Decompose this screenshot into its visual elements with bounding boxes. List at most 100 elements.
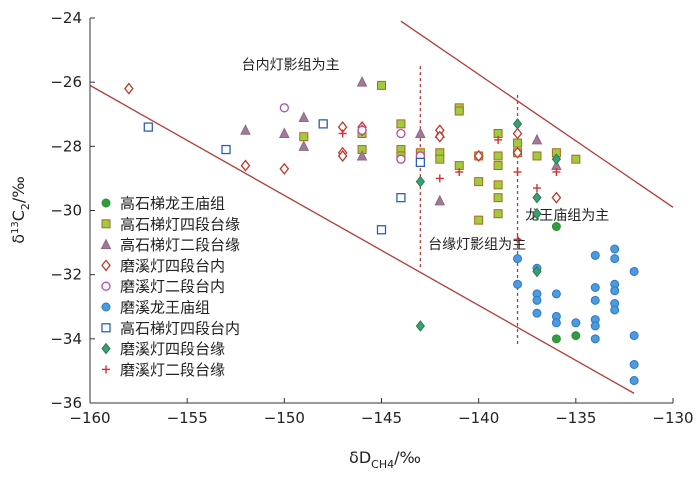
data-point xyxy=(551,318,561,328)
data-point xyxy=(434,130,445,143)
y-axis-label: δ13C2/‰ xyxy=(9,176,32,244)
data-point xyxy=(571,331,581,341)
data-point xyxy=(493,209,503,219)
data-point xyxy=(279,103,289,113)
data-point xyxy=(610,254,620,264)
data-point xyxy=(571,318,581,328)
x-tick-label: −150 xyxy=(264,409,305,427)
data-point xyxy=(279,127,290,138)
y-tick-label: −24 xyxy=(50,9,82,27)
data-point xyxy=(493,161,503,171)
data-point xyxy=(513,254,523,264)
data-point xyxy=(356,149,368,161)
legend-label: 磨溪龙王庙组 xyxy=(120,299,210,317)
data-point xyxy=(435,174,444,183)
y-tick-label: −26 xyxy=(50,73,82,91)
data-point xyxy=(454,106,464,116)
data-point xyxy=(513,168,522,176)
series-6 xyxy=(143,119,426,235)
data-point xyxy=(396,154,406,164)
upper-boundary-line xyxy=(400,20,674,208)
data-point xyxy=(512,146,523,159)
y-tick-label: −32 xyxy=(50,266,82,284)
data-point xyxy=(513,138,523,148)
data-point xyxy=(435,154,445,164)
data-point xyxy=(338,129,347,138)
axis-labels: δDCH4/‰ δ13C2/‰ xyxy=(9,176,421,471)
legend-marker xyxy=(101,302,111,312)
data-point xyxy=(377,80,386,90)
data-point xyxy=(551,153,562,165)
data-point xyxy=(376,225,387,235)
x-tick-label: −130 xyxy=(652,409,693,427)
series-5 xyxy=(513,244,639,386)
data-point xyxy=(474,215,484,225)
data-point xyxy=(513,235,522,244)
data-point xyxy=(337,149,348,162)
data-point xyxy=(279,162,290,175)
data-point xyxy=(396,193,406,203)
series-7 xyxy=(415,118,562,332)
legend-marker xyxy=(101,281,111,291)
data-point xyxy=(473,149,484,162)
data-point xyxy=(493,180,503,190)
data-point xyxy=(299,132,309,142)
x-tick-label: −145 xyxy=(361,409,402,427)
data-point xyxy=(455,168,464,176)
data-point xyxy=(356,76,368,87)
series-2 xyxy=(240,76,562,206)
legend-label: 磨溪灯二段台内 xyxy=(120,278,225,296)
y-tick-label: −30 xyxy=(50,202,82,220)
data-point xyxy=(357,125,367,135)
data-point xyxy=(590,283,600,292)
data-point xyxy=(240,124,251,135)
y-tick-label: −34 xyxy=(50,330,82,348)
data-point xyxy=(532,151,542,161)
data-point xyxy=(434,194,446,206)
x-tick-label: −135 xyxy=(555,409,596,427)
data-point xyxy=(590,295,600,305)
data-point xyxy=(610,244,620,254)
legend-marker xyxy=(102,365,110,374)
lower-boundary-line xyxy=(89,84,635,394)
legend-label: 高石梯龙王庙组 xyxy=(120,195,225,213)
data-point xyxy=(143,122,153,132)
data-point xyxy=(513,279,523,289)
data-point xyxy=(474,177,484,187)
data-point xyxy=(318,119,328,129)
series-0 xyxy=(551,222,581,344)
data-point xyxy=(124,82,134,95)
data-point xyxy=(512,118,523,130)
data-point xyxy=(551,289,561,299)
legend-label: 高石梯灯四段台缘 xyxy=(120,215,240,233)
legend-label: 高石梯灯四段台内 xyxy=(120,319,240,337)
legend-label: 磨溪灯四段台内 xyxy=(120,257,225,275)
legend-label: 磨溪灯二段台缘 xyxy=(120,361,225,379)
annotation-platform-margin: 台缘灯影组为主 xyxy=(428,237,526,253)
data-point xyxy=(415,320,426,332)
data-point xyxy=(532,191,542,204)
x-tick-label: −155 xyxy=(167,409,208,427)
x-tick-label: −140 xyxy=(458,409,499,427)
x-axis-label: δDCH4/‰ xyxy=(349,448,421,471)
data-point xyxy=(551,222,561,232)
data-point xyxy=(298,140,310,151)
y-tick-label: −28 xyxy=(50,137,82,155)
data-point xyxy=(571,154,581,164)
data-point xyxy=(610,286,620,296)
data-point xyxy=(396,128,406,139)
data-point xyxy=(493,193,503,203)
data-point xyxy=(629,376,639,386)
data-point xyxy=(590,334,600,344)
data-points xyxy=(124,76,639,386)
data-point xyxy=(415,175,426,188)
data-point xyxy=(512,127,523,140)
axes: −160 −155 −150 −145 −140 −135 −130 −36 −34 −32 −30… xyxy=(50,9,693,427)
data-point xyxy=(590,250,600,260)
x-tick-label: −160 xyxy=(69,409,110,427)
data-point xyxy=(493,151,503,161)
legend-marker xyxy=(101,219,111,229)
data-point xyxy=(221,144,231,155)
